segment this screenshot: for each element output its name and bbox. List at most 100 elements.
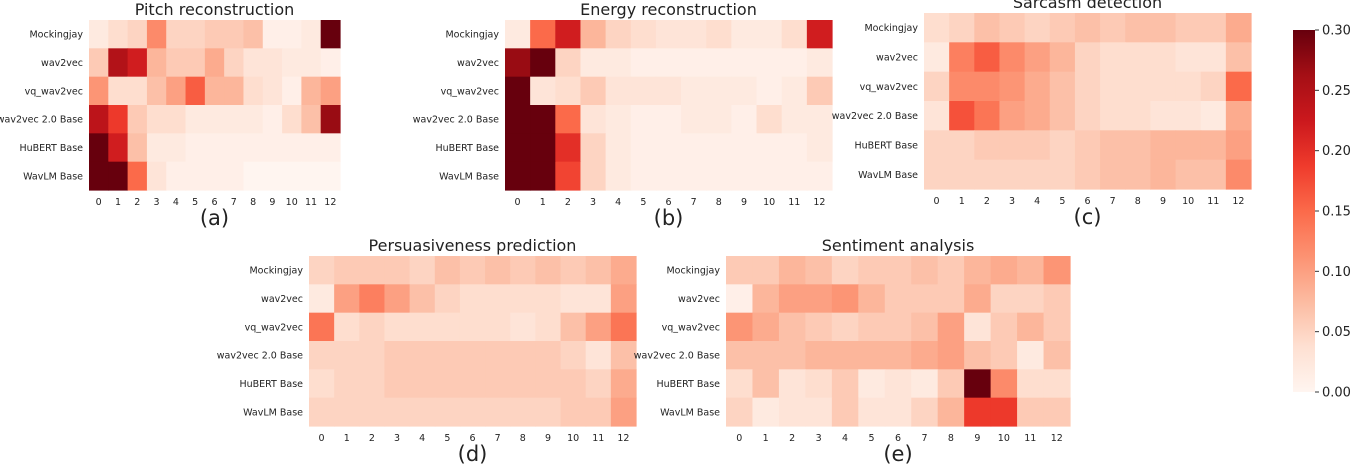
heatmap-cell xyxy=(937,341,965,370)
heatmap-cell xyxy=(185,161,206,191)
heatmap-cell xyxy=(505,161,531,191)
heatmap-cell xyxy=(166,161,187,191)
heatmap-cell xyxy=(108,105,129,134)
heatmap-cell xyxy=(974,13,1001,43)
column-label: 5 xyxy=(869,433,875,444)
heatmap-cell xyxy=(1100,71,1126,102)
column-label: 10 xyxy=(763,197,775,208)
heatmap-cell xyxy=(320,105,341,134)
heatmap-cell xyxy=(610,397,637,427)
heatmap-cell xyxy=(1074,159,1101,190)
heatmap-cell xyxy=(1125,130,1151,161)
heatmap-cell xyxy=(964,397,992,427)
heatmap-cell xyxy=(1150,159,1177,190)
heatmap-5: Sentiment analysis Mockingjay wav2vec vq_wa… xyxy=(634,236,1071,465)
heatmap-cell xyxy=(224,76,245,106)
column-label: 5 xyxy=(1059,196,1065,207)
heatmap-cell xyxy=(166,76,187,106)
heatmap-cell xyxy=(434,284,461,314)
heatmap-cell xyxy=(384,284,411,314)
heatmap-cell xyxy=(831,369,859,399)
heatmap-cell xyxy=(884,341,912,370)
heatmap-cell xyxy=(806,76,833,106)
heatmap-cell xyxy=(320,133,341,163)
column-label: 2 xyxy=(789,433,795,444)
heatmap-cell xyxy=(831,397,859,427)
heatmap-cell xyxy=(1225,42,1252,73)
column-label: 11 xyxy=(305,197,317,208)
heatmap-cell xyxy=(805,369,833,399)
colorbar-tick-label: 0.00 xyxy=(1322,386,1351,401)
heatmap-cell xyxy=(964,341,992,370)
heatmap-cell xyxy=(510,256,536,285)
heatmap-cell xyxy=(911,369,939,399)
row-label: vq_wav2vec xyxy=(441,86,499,97)
heatmap-cell xyxy=(752,284,780,314)
heatmap-cell xyxy=(858,369,886,399)
column-label: 6 xyxy=(895,433,901,444)
colorbar: 0.00 0.05 0.10 0.15 0.20 0.25 0.30 xyxy=(1293,24,1351,401)
heatmap-cell xyxy=(731,20,758,49)
heatmap-cell xyxy=(1225,71,1252,102)
heatmap-cell xyxy=(990,341,1018,370)
heatmap-cell xyxy=(89,48,109,78)
column-label: 2 xyxy=(565,197,571,208)
panel-label: (e) xyxy=(883,442,912,465)
heatmap-cell xyxy=(334,369,360,399)
heatmap-cell xyxy=(301,20,322,49)
heatmap-cell xyxy=(858,397,886,427)
heatmap-cell xyxy=(1074,130,1101,161)
heatmap-cell xyxy=(204,76,225,106)
heatmap-cell xyxy=(605,161,632,191)
heatmap-cell xyxy=(585,341,612,370)
column-label: 6 xyxy=(469,433,475,444)
column-label: 4 xyxy=(173,197,179,208)
heatmap-cell xyxy=(937,312,965,342)
heatmap-cell xyxy=(580,105,607,134)
column-label: 6 xyxy=(211,197,217,208)
heatmap-cell xyxy=(127,133,148,163)
colorbar-tick-label: 0.20 xyxy=(1322,144,1351,159)
heatmap-cell xyxy=(384,312,411,342)
heatmap-cell xyxy=(1225,130,1252,161)
heatmap-cell xyxy=(831,312,859,342)
heatmap-cell xyxy=(555,48,582,78)
heatmap-cell xyxy=(924,13,950,43)
heatmap-cell xyxy=(505,133,531,163)
heatmap-cell xyxy=(949,130,975,161)
heatmap-cell xyxy=(127,105,148,134)
heatmap-cell xyxy=(1049,130,1076,161)
row-label: vq_wav2vec xyxy=(860,82,918,93)
column-label: 9 xyxy=(269,197,275,208)
heatmap-cell xyxy=(334,256,360,285)
heatmap-cell xyxy=(911,312,939,342)
column-label: 11 xyxy=(1024,433,1036,444)
heatmap-cell xyxy=(806,133,833,163)
heatmap-cell xyxy=(726,369,754,399)
heatmap-cell xyxy=(1125,101,1151,131)
column-label: 1 xyxy=(959,196,965,207)
heatmap-cell xyxy=(89,76,109,106)
column-label: 6 xyxy=(665,197,671,208)
heatmap-cell xyxy=(752,312,780,342)
colorbar-tick-label: 0.05 xyxy=(1322,325,1351,340)
heatmap-cell xyxy=(806,105,833,134)
heatmap-cell xyxy=(1175,13,1202,43)
heatmap-cell xyxy=(204,20,225,49)
heatmap-cell xyxy=(831,284,859,314)
heatmap-cell xyxy=(731,161,758,191)
heatmap-cell xyxy=(1049,71,1076,102)
heatmap-cell xyxy=(1074,42,1101,73)
column-label: 1 xyxy=(763,433,769,444)
heatmap-cell xyxy=(1150,130,1177,161)
heatmap-cell xyxy=(630,161,657,191)
heatmap-cell xyxy=(884,284,912,314)
colorbar-tick-label: 0.15 xyxy=(1322,205,1351,220)
heatmap-cell xyxy=(434,256,461,285)
heatmap-cell xyxy=(806,161,833,191)
heatmap-cell xyxy=(781,105,808,134)
heatmap-cell xyxy=(1017,341,1045,370)
column-label: 5 xyxy=(444,433,450,444)
heatmap-cell xyxy=(1017,397,1045,427)
row-label: vq_wav2vec xyxy=(245,322,303,333)
